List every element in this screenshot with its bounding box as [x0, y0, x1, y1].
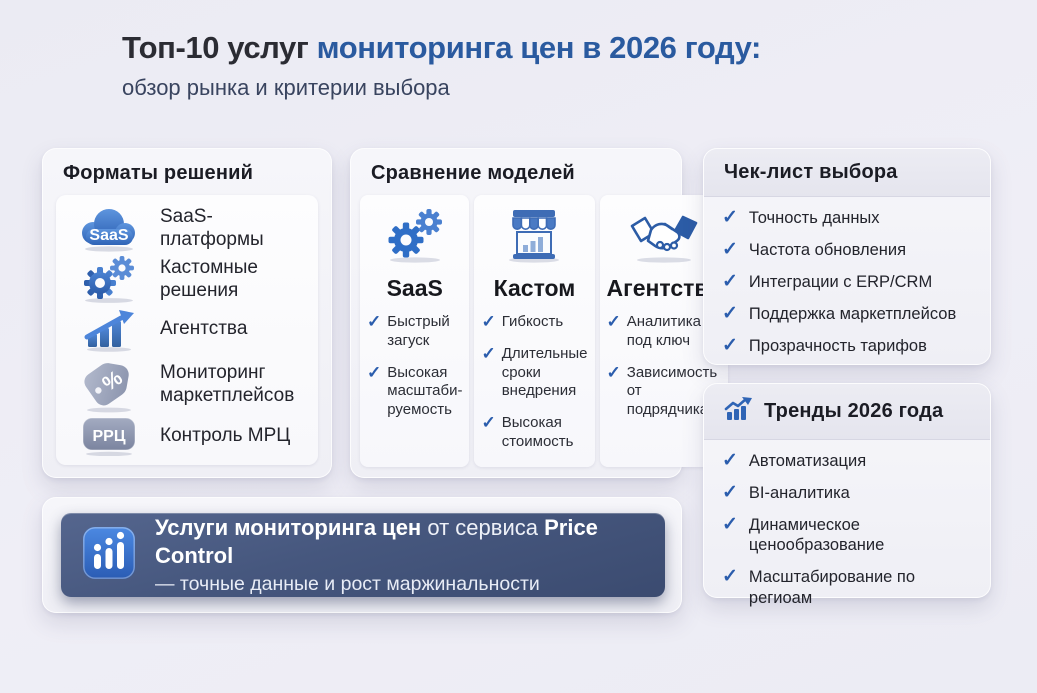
list-item: ✓ Поддержка маркетплейсов: [722, 302, 972, 325]
list-item: ✓ Высокая стоимость: [481, 413, 587, 452]
gears-icon: [66, 255, 152, 304]
storefront-icon: [503, 207, 565, 268]
list-item: ✓ Зависимость от подрядчика: [606, 362, 722, 420]
growth-chart-icon: [66, 306, 152, 352]
banner-title: Услуги мониторинга цен от сервиса Price …: [155, 514, 643, 569]
page-header: Топ-10 услуг мониторинга цен в 2026 году…: [122, 30, 761, 101]
check-icon: ✓: [367, 312, 382, 331]
list-item: % Мониторинг маркетплейсов: [66, 355, 308, 413]
check-icon: ✓: [722, 513, 738, 535]
checklist-item-text: Поддержка маркетплейсов: [748, 304, 957, 323]
saas-cloud-icon: SaaS: [66, 204, 152, 252]
trends-card: Тренды 2026 года ✓ Автоматизация ✓ BI-анал…: [703, 383, 991, 607]
trend-item-text: Динамическое ценообразование: [748, 515, 885, 555]
formats-card: Форматы решений SaaS SaaS: [42, 148, 332, 478]
list-item: ✓ Интеграции с ERP/CRM: [722, 270, 972, 293]
check-icon: ✓: [722, 450, 738, 471]
format-label: Кастомные решения: [160, 257, 258, 302]
list-item: ✓ BI-аналитика: [722, 481, 972, 504]
banner-title-regular: от сервиса: [421, 515, 545, 540]
banner-subtitle: — точные данные и рост маржинальности: [155, 573, 540, 595]
banner-card: Услуги мониторинга цен от сервиса Price …: [42, 497, 682, 613]
trend-item-text: BI-аналитика: [748, 483, 850, 502]
point-text: Длительные сроки внедрения: [501, 344, 588, 400]
formats-panel: SaaS SaaS-платформы: [56, 195, 318, 465]
price-tag-icon: %: [66, 355, 152, 413]
format-label: Мониторинг маркетплейсов: [160, 361, 295, 406]
list-item: ✓ Масштабирование по региоам: [722, 566, 972, 608]
gears-icon: [384, 207, 446, 268]
page-title-dark: Топ-10 услуг: [122, 30, 317, 65]
check-icon: ✓: [722, 481, 738, 503]
list-item: ✓ Длительные сроки внедрения: [481, 343, 588, 401]
check-icon: ✓: [722, 334, 738, 356]
banner: Услуги мониторинга цен от сервиса Price …: [61, 513, 665, 597]
list-item: ✓ Частота обновления: [722, 238, 972, 261]
checklist-card: Чек-лист выбора ✓ Точность данных ✓ Частот…: [703, 148, 991, 365]
page-title: Топ-10 услуг мониторинга цен в 2026 году…: [122, 30, 761, 66]
rrc-badge-icon: РРЦ: [66, 416, 152, 456]
checklist-item-text: Точность данных: [748, 209, 880, 227]
svg-text:SaaS: SaaS: [89, 227, 128, 244]
list-item: ✓ Точность данных: [722, 207, 972, 229]
format-label: Контроль МРЦ: [160, 424, 291, 446]
check-icon: ✓: [722, 207, 738, 228]
bar-chart-icon: [83, 526, 135, 584]
format-label: Агентства: [160, 318, 248, 340]
model-name: Агентства: [606, 275, 722, 301]
list-item: ✓ Автоматизация: [722, 450, 972, 472]
check-icon: ✓: [367, 362, 382, 382]
banner-title-bold: Услуги мониторинга цен: [155, 515, 422, 540]
point-text: Аналитика под ключ: [626, 313, 702, 349]
list-item: ✓ Аналитика под ключ: [606, 312, 722, 351]
point-text: Быстрый загуск: [387, 313, 450, 349]
banner-brand-name: Price Control: [155, 515, 598, 568]
trend-item-text: Масштабирование по региоам: [748, 568, 916, 607]
check-icon: ✓: [722, 238, 738, 260]
check-icon: ✓: [722, 302, 738, 324]
trend-chart-icon: [724, 396, 754, 427]
model-column-custom: Кастом ✓ Гибкость ✓ Длительные сроки внедр…: [474, 195, 595, 467]
list-item: Агентства: [66, 306, 308, 352]
formats-card-title: Форматы решений: [63, 162, 254, 184]
comparison-card-title: Сравнение моделей: [371, 162, 575, 184]
check-icon: ✓: [606, 312, 621, 331]
check-icon: ✓: [481, 312, 496, 331]
list-item: ✓ Быстрый загуск: [367, 312, 462, 351]
handshake-icon: [629, 207, 699, 268]
trends-card-title: Тренды 2026 года: [764, 400, 944, 422]
list-item: Кастомные решения: [66, 255, 308, 304]
point-text: Зависимость от подрядчика: [626, 363, 718, 419]
svg-text:РРЦ: РРЦ: [92, 428, 125, 445]
trend-item-text: Автоматизация: [748, 452, 867, 470]
checklist-card-title: Чек-лист выбора: [724, 161, 898, 183]
check-icon: ✓: [481, 413, 496, 432]
list-item: ✓ Динамическое ценообразование: [722, 513, 972, 556]
model-column-saas: SaaS ✓ Быстрый загуск ✓ Высокая масштаби- …: [360, 195, 470, 467]
model-name: SaaS: [386, 275, 443, 301]
point-text: Гибкость: [501, 313, 564, 330]
page-title-blue: мониторинга цен в 2026 году:: [316, 30, 762, 65]
format-label: SaaS-платформы: [160, 206, 264, 251]
list-item: ✓ Высокая масштаби- руемость: [367, 362, 463, 420]
list-item: РРЦ Контроль МРЦ: [66, 416, 308, 456]
checklist-item-text: Частота обновления: [748, 240, 907, 259]
checklist-item-text: Прозрачность тарифов: [748, 336, 927, 355]
point-text: Высокая масштаби- руемость: [387, 363, 463, 419]
check-icon: ✓: [722, 566, 738, 588]
list-item: ✓ Прозрачность тарифов: [722, 334, 972, 357]
page-subtitle: обзор рынка и критерии выбора: [122, 75, 450, 100]
model-name: Кастом: [493, 275, 576, 301]
check-icon: ✓: [606, 362, 621, 382]
checklist-item-text: Интеграции с ERP/CRM: [748, 272, 933, 291]
check-icon: ✓: [481, 343, 496, 363]
comparison-card: Сравнение моделей: [350, 148, 729, 478]
point-text: Высокая стоимость: [501, 414, 574, 450]
list-item: ✓ Гибкость: [481, 312, 587, 332]
list-item: SaaS SaaS-платформы: [66, 204, 308, 252]
check-icon: ✓: [722, 270, 738, 292]
